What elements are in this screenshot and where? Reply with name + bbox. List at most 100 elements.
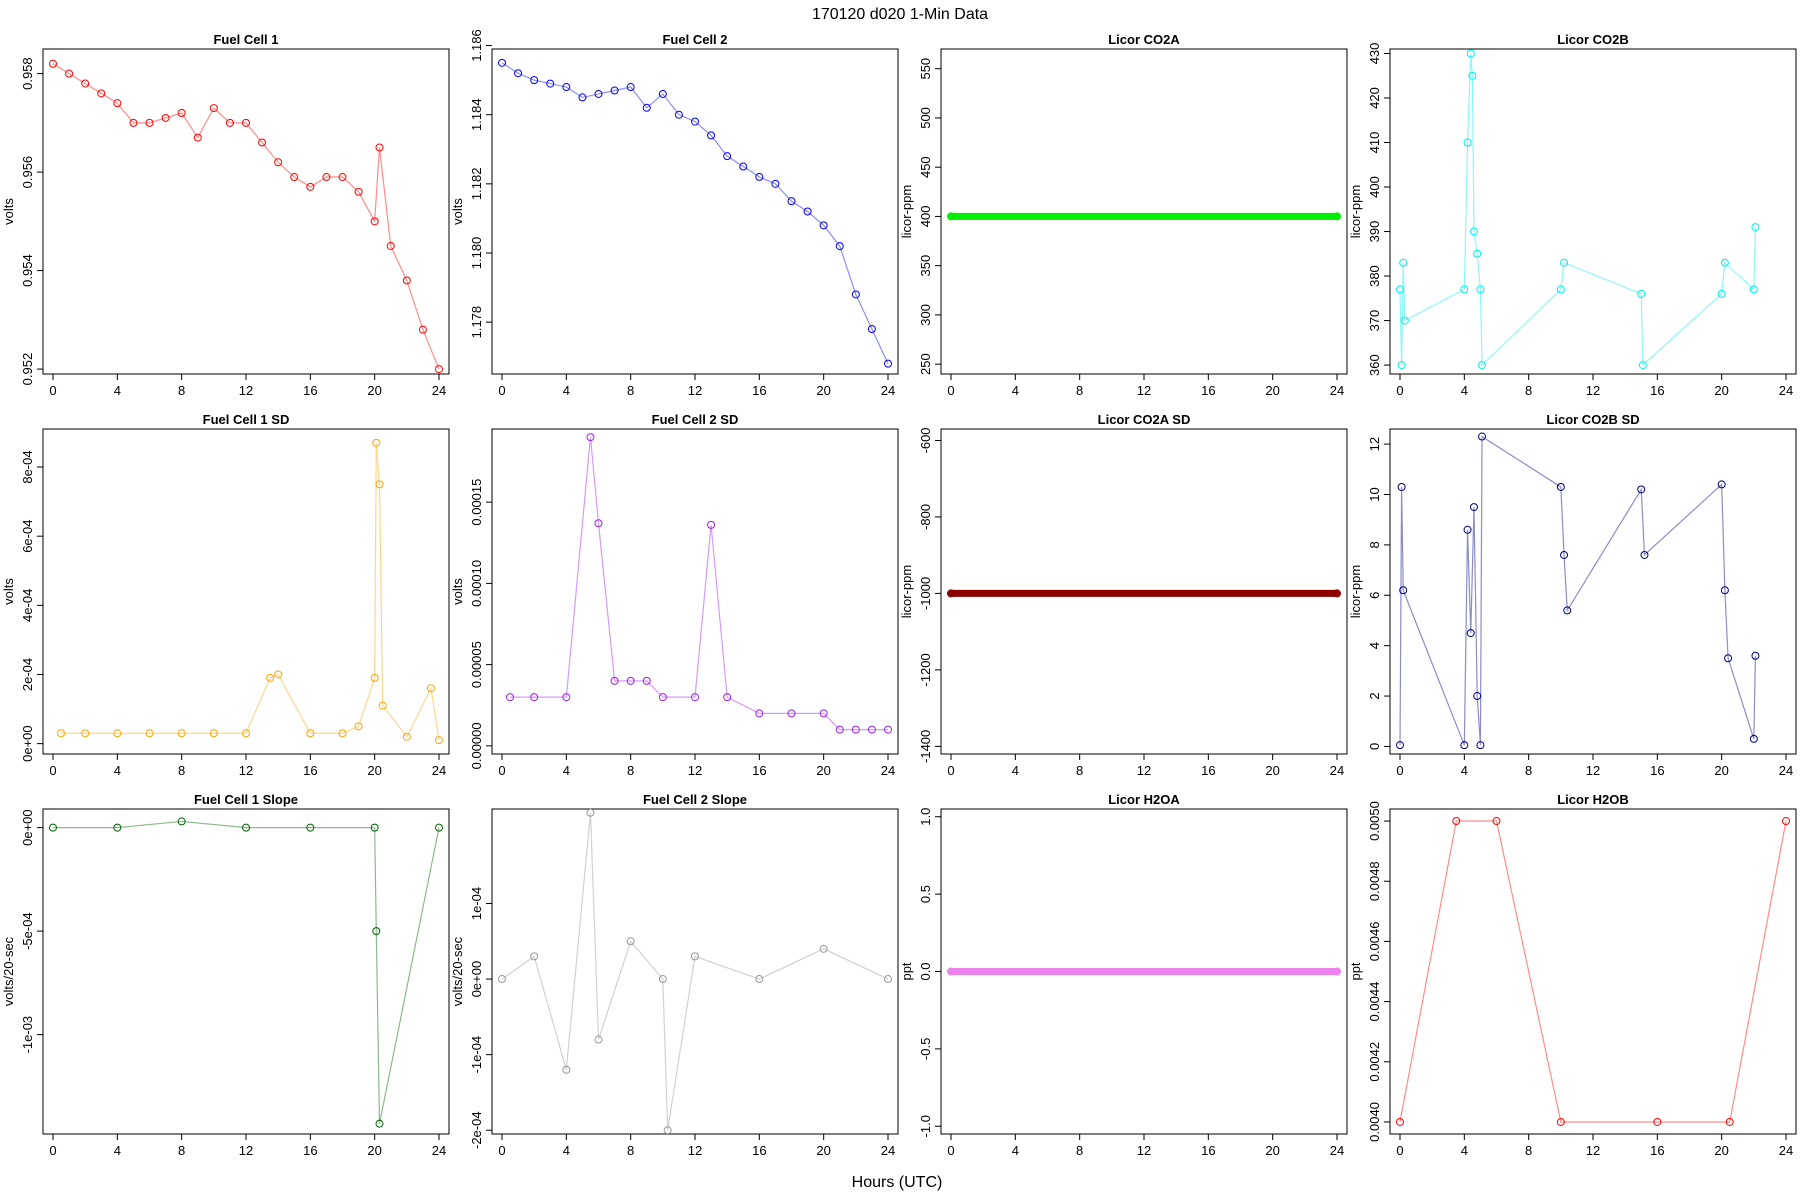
x-tick-label: 20 (367, 1143, 381, 1158)
x-tick-label: 4 (563, 1143, 570, 1158)
y-tick-label: 1.184 (469, 98, 484, 131)
panel-h2ob: Licor H2OB ppt 0 4 8 12 16 20 24 0.0040 0.0042 0.00… (1348, 792, 1797, 1158)
x-tick-label: 8 (1076, 763, 1083, 778)
data-point (947, 212, 955, 221)
x-tick-label: 12 (688, 1143, 702, 1158)
data-point (65, 69, 74, 78)
data-point (375, 1119, 384, 1128)
data-point (1556, 482, 1565, 491)
series-trace (501, 62, 889, 364)
y-tick-label: -5e-04 (20, 912, 35, 950)
series-trace (510, 437, 888, 731)
x-tick-label: 16 (752, 1143, 766, 1158)
y-tick-label: 0 (1367, 743, 1382, 750)
x-tick-label: 8 (1076, 383, 1083, 398)
panel-co2a: Licor CO2A licor-ppm 0 4 8 12 16 20 24 250 300 350 4… (899, 32, 1348, 398)
data-point (626, 83, 635, 92)
data-point (1653, 1117, 1662, 1126)
y-tick-label: -800 (918, 504, 933, 530)
data-point (1397, 482, 1406, 491)
plot-frame (42, 808, 450, 1135)
data-point (1460, 285, 1469, 294)
data-point (691, 693, 699, 702)
data-point (884, 359, 892, 368)
data-point (1397, 361, 1406, 370)
data-point (562, 1065, 571, 1074)
data-point (1637, 289, 1646, 298)
data-point (1749, 734, 1758, 743)
data-point (1478, 361, 1487, 370)
data-point (338, 173, 347, 182)
x-tick-label: 4 (1012, 1143, 1019, 1158)
data-point (354, 187, 363, 196)
data-point (1469, 227, 1478, 236)
y-tick-label: 0.00010 (469, 560, 484, 607)
data-point (242, 118, 250, 127)
data-point (562, 693, 571, 702)
y-tick-label: 0.0042 (1367, 1042, 1382, 1082)
panel-co2asd: Licor CO2A SD licor-ppm 0 4 8 12 16 20 24 -1400 -1… (899, 412, 1348, 778)
x-tick-label: 24 (432, 1143, 446, 1158)
x-tick-label: 24 (1779, 763, 1793, 778)
plot-frame (1389, 428, 1797, 755)
x-tick-label: 4 (1461, 763, 1468, 778)
data-point (375, 480, 384, 489)
data-point (1473, 692, 1482, 701)
y-tick-label: 380 (1367, 265, 1382, 287)
y-tick-label: 4e-04 (20, 589, 35, 622)
x-tick-label: 16 (752, 763, 766, 778)
y-tick-label: -600 (918, 427, 933, 453)
panel-title: Licor H2OA (1108, 792, 1180, 807)
y-tick-label: 0.5 (918, 885, 933, 903)
data-point (610, 86, 619, 95)
data-point (658, 693, 667, 702)
panel-title: Fuel Cell 1 (213, 32, 278, 47)
data-point (1333, 589, 1341, 598)
panel-fc1: Fuel Cell 1 volts 0 4 8 12 16 20 24 0.952 0.954 0.9… (1, 32, 450, 398)
data-point (707, 520, 716, 529)
data-point (49, 823, 57, 832)
x-tick-label: 12 (1586, 1143, 1600, 1158)
series-trace (53, 820, 440, 1124)
data-point (530, 952, 539, 961)
y-axis-label: licor-ppm (1348, 185, 1363, 238)
x-tick-label: 12 (239, 1143, 253, 1158)
data-point (242, 729, 250, 738)
x-tick-label: 16 (1650, 763, 1664, 778)
data-point (1400, 316, 1409, 325)
x-tick-label: 20 (1265, 763, 1279, 778)
data-point (1563, 606, 1572, 615)
data-point (57, 729, 66, 738)
data-point (113, 729, 122, 738)
y-axis-label: volts/20-sec (1, 936, 16, 1006)
x-tick-label: 16 (303, 763, 317, 778)
x-tick-label: 12 (1137, 383, 1151, 398)
data-point (274, 158, 283, 167)
data-point (803, 207, 812, 216)
x-tick-label: 16 (303, 383, 317, 398)
data-point (1725, 1117, 1734, 1126)
data-point (306, 729, 315, 738)
series-trace (52, 63, 440, 370)
x-tick-label: 8 (627, 383, 634, 398)
y-tick-label: 1.186 (469, 29, 484, 62)
data-point (435, 823, 443, 832)
y-tick-label: 1e-04 (469, 887, 484, 920)
data-point (177, 109, 186, 118)
data-point (884, 975, 892, 984)
y-tick-label: -1200 (918, 653, 933, 686)
x-tick-label: 12 (1137, 763, 1151, 778)
x-tick-label: 24 (1330, 1143, 1344, 1158)
data-point (586, 433, 595, 442)
data-point (435, 365, 443, 374)
x-tick-label: 8 (627, 763, 634, 778)
data-point (274, 670, 283, 679)
x-tick-label: 20 (1265, 383, 1279, 398)
x-tick-label: 24 (881, 763, 895, 778)
data-point (161, 113, 170, 122)
data-point (372, 438, 381, 447)
y-axis-label: volts (450, 198, 465, 225)
y-axis-label: volts (1, 578, 16, 605)
x-tick-label: 4 (114, 1143, 121, 1158)
